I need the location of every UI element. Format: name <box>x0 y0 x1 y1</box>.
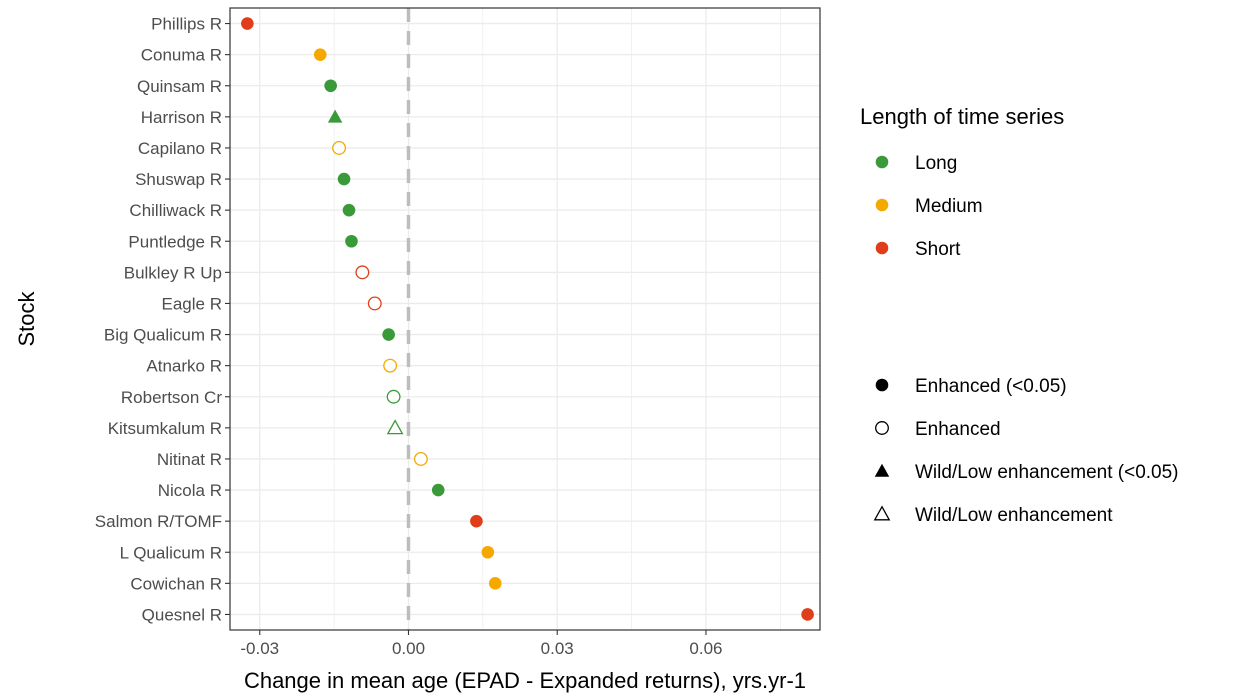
y-tick-label: Bulkley R Up <box>124 263 222 282</box>
y-axis-title: Stock <box>14 290 39 346</box>
legend-shape-key <box>875 421 889 435</box>
y-tick-label: Phillips R <box>151 15 222 34</box>
y-tick-label: Robertson Cr <box>121 388 222 407</box>
y-tick-label: L Qualicum R <box>120 543 222 562</box>
y-tick-label: Puntledge R <box>128 232 222 251</box>
data-point <box>386 419 404 435</box>
data-point <box>367 296 382 311</box>
legend-shape-key <box>874 463 890 477</box>
y-tick-label: Shuswap R <box>135 170 222 189</box>
panel-border <box>229 7 821 631</box>
y-tick-label: Kitsumkalum R <box>108 419 222 438</box>
legend-color-label: Short <box>915 239 961 260</box>
data-point <box>383 358 398 373</box>
y-tick-label: Harrison R <box>141 108 222 127</box>
legend-shape-label: Wild/Low enhancement (<0.05) <box>915 462 1179 483</box>
y-tick-label: Big Qualicum R <box>104 326 222 345</box>
legend-shape-label: Enhanced (<0.05) <box>915 376 1067 397</box>
legend-shape-key <box>873 505 891 521</box>
y-tick-label: Eagle R <box>162 294 222 313</box>
legend-color-key <box>875 241 889 255</box>
data-point <box>327 109 343 123</box>
y-tick-label: Conuma R <box>141 46 222 65</box>
data-point <box>324 79 337 93</box>
y-axis-ticks: Phillips R Conuma R Quinsam R Harrison R Cap… <box>95 15 230 624</box>
legend-title: Length of time series <box>860 104 1064 129</box>
x-tick-label: 0.00 <box>392 639 425 658</box>
legend-color-key <box>875 198 889 212</box>
data-point <box>431 483 445 497</box>
data-point <box>801 608 814 621</box>
data-point <box>241 17 254 30</box>
grid <box>230 8 820 630</box>
x-tick-label: 0.03 <box>541 639 574 658</box>
y-tick-label: Quesnel R <box>142 605 222 624</box>
y-tick-label: Cowichan R <box>130 574 222 593</box>
legend-shape-label: Enhanced <box>915 419 1001 440</box>
legend-color-label: Long <box>915 153 957 174</box>
x-axis-ticks: -0.03 0.00 0.03 0.06 <box>240 630 723 658</box>
legend-enhancement: Enhanced (<0.05) Enhanced Wild/Low enhance… <box>873 376 1179 526</box>
y-tick-label: Atnarko R <box>146 357 222 376</box>
legend-color-label: Medium <box>915 196 983 217</box>
data-point <box>342 203 356 217</box>
x-tick-label: -0.03 <box>240 639 279 658</box>
data-point <box>337 172 351 186</box>
data-point <box>313 48 327 61</box>
data-point <box>386 389 401 404</box>
legend-shape-key <box>875 378 889 392</box>
data-point <box>355 265 370 280</box>
data-point <box>481 545 495 559</box>
y-tick-label: Nicola R <box>158 481 222 500</box>
y-tick-label: Salmon R/TOMF <box>95 512 222 531</box>
x-tick-label: 0.06 <box>689 639 722 658</box>
legend-length: Length of time series Long Medium Short <box>860 104 1064 260</box>
y-tick-label: Nitinat R <box>157 450 222 469</box>
data-points <box>241 17 814 621</box>
data-point <box>345 234 358 248</box>
data-point <box>413 452 428 466</box>
legend-shape-label: Wild/Low enhancement <box>915 505 1113 526</box>
y-tick-label: Chilliwack R <box>129 201 222 220</box>
x-axis-title: Change in mean age (EPAD - Expanded retu… <box>244 668 806 693</box>
legend-color-key <box>875 155 889 169</box>
y-tick-label: Capilano R <box>138 139 222 158</box>
data-point <box>382 328 395 341</box>
data-point <box>332 140 347 155</box>
data-point <box>470 514 483 528</box>
data-point <box>488 577 502 590</box>
y-tick-label: Quinsam R <box>137 77 222 96</box>
